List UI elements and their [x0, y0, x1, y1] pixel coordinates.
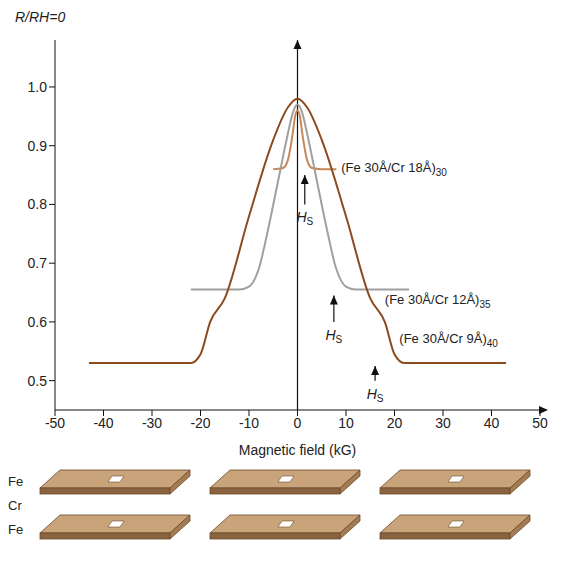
- svg-text:-40: -40: [93, 415, 113, 431]
- svg-text:R/RH=0: R/RH=0: [15, 9, 65, 25]
- svg-text:HS: HS: [367, 385, 384, 403]
- svg-text:(Fe 30Å/Cr 9Å)40: (Fe 30Å/Cr 9Å)40: [399, 331, 498, 348]
- svg-text:0.7: 0.7: [28, 255, 48, 271]
- svg-text:0.9: 0.9: [28, 138, 48, 154]
- svg-text:40: 40: [484, 415, 500, 431]
- svg-text:Magnetic field (kG): Magnetic field (kG): [239, 442, 356, 458]
- svg-text:Cr: Cr: [8, 498, 22, 513]
- svg-text:0: 0: [294, 415, 302, 431]
- svg-text:HS: HS: [296, 209, 313, 227]
- svg-text:-50: -50: [45, 415, 65, 431]
- svg-text:0.8: 0.8: [28, 196, 48, 212]
- svg-text:(Fe 30Å/Cr 18Å)30: (Fe 30Å/Cr 18Å)30: [341, 161, 447, 178]
- svg-text:10: 10: [338, 415, 354, 431]
- svg-text:30: 30: [435, 415, 451, 431]
- svg-text:(Fe 30Å/Cr 12Å)35: (Fe 30Å/Cr 12Å)35: [385, 293, 491, 310]
- svg-text:Fe: Fe: [8, 474, 23, 489]
- svg-text:-20: -20: [190, 415, 210, 431]
- svg-text:HS: HS: [325, 327, 342, 345]
- svg-text:20: 20: [387, 415, 403, 431]
- svg-text:1.0: 1.0: [28, 79, 48, 95]
- svg-text:50: 50: [532, 415, 548, 431]
- svg-text:-30: -30: [142, 415, 162, 431]
- svg-text:0.6: 0.6: [28, 314, 48, 330]
- svg-text:Fe: Fe: [8, 522, 23, 537]
- svg-text:-10: -10: [239, 415, 259, 431]
- svg-text:0.5: 0.5: [28, 373, 48, 389]
